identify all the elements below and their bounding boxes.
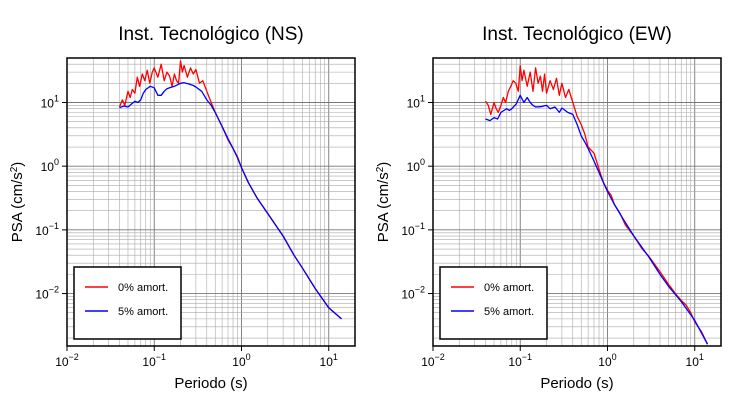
- y-axis-label-tail: ): [9, 162, 26, 167]
- x-axis-label: Periodo (s): [540, 375, 613, 392]
- x-tick-label: 10−2: [421, 352, 445, 369]
- x-tick-label: 10−1: [508, 352, 532, 369]
- y-tick-label: 100: [407, 157, 425, 174]
- x-tick-label: 100: [598, 352, 616, 369]
- x-axis-label: Periodo (s): [174, 375, 247, 392]
- plot-frame: [66, 57, 356, 347]
- y-tick-label: 10−1: [35, 221, 59, 238]
- y-axis-label-main: PSA (cm/s: [9, 172, 26, 242]
- y-axis-label: PSA (cm/s2): [375, 162, 393, 243]
- y-tick-label: 100: [41, 157, 59, 174]
- x-tick-label: 100: [232, 352, 250, 369]
- y-axis-label-sup: 2: [375, 166, 386, 172]
- series-line-1: [485, 94, 709, 345]
- legend-label-0: 0% amort.: [118, 282, 168, 294]
- legend-label-1: 5% amort.: [484, 306, 534, 318]
- x-tick-label: 10−1: [142, 352, 166, 369]
- x-tick-label: 101: [686, 352, 704, 369]
- legend-label-0: 0% amort.: [484, 282, 534, 294]
- legend-box: [73, 266, 182, 340]
- x-tick-label: 10−2: [55, 352, 79, 369]
- chart-title: Inst. Tecnológico (NS): [118, 24, 304, 45]
- y-axis-label-main: PSA (cm/s: [375, 172, 392, 242]
- y-tick-label: 10−2: [35, 285, 59, 302]
- x-tick-label: 101: [320, 352, 338, 369]
- y-axis-label-sup: 2: [9, 166, 20, 172]
- chart-ns: Inst. Tecnológico (NS) 10−2 10−1 100 101 10…: [9, 24, 356, 392]
- y-ticks: 10−2 10−1 100 101: [35, 94, 67, 302]
- x-ticks: 10−2 10−1 100 101: [421, 346, 704, 369]
- x-ticks: 10−2 10−1 100 101: [55, 346, 338, 369]
- series-line-1: [119, 82, 342, 320]
- legend-box: [439, 266, 548, 340]
- chart-ew: Inst. Tecnológico (EW) 10−2 10−1 100 101 10…: [375, 24, 722, 392]
- y-tick-label: 10−2: [401, 285, 425, 302]
- series-layer: [118, 60, 342, 320]
- y-tick-label: 101: [41, 94, 59, 111]
- legend: 0% amort. 5% amort.: [439, 266, 548, 340]
- y-axis-label: PSA (cm/s2): [9, 162, 27, 243]
- plot-frame: [432, 57, 722, 347]
- y-axis-label-tail: ): [375, 162, 392, 167]
- y-tick-label: 10−1: [401, 221, 425, 238]
- chart-title: Inst. Tecnológico (EW): [482, 24, 672, 45]
- y-tick-label: 101: [407, 94, 425, 111]
- legend: 0% amort. 5% amort.: [73, 266, 182, 340]
- series-layer: [484, 64, 709, 345]
- legend-label-1: 5% amort.: [118, 306, 168, 318]
- y-ticks: 10−2 10−1 100 101: [401, 94, 433, 302]
